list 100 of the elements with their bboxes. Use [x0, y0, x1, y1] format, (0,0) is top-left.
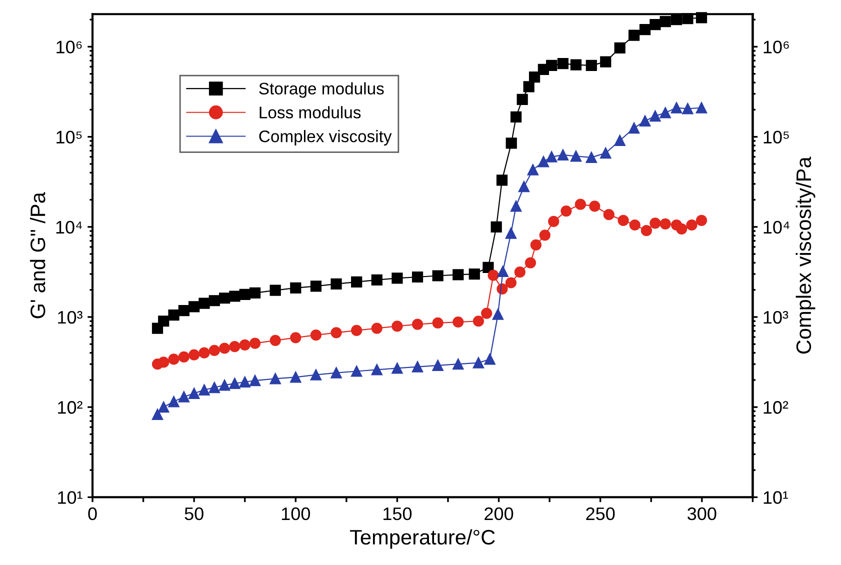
point: [523, 81, 534, 92]
point: [270, 373, 281, 384]
x-tick-label: 100: [282, 507, 310, 520]
point: [618, 214, 629, 226]
point: [548, 216, 560, 227]
point: [290, 282, 302, 294]
point: [546, 60, 558, 71]
x-tick-label: 50: [184, 507, 204, 520]
text: 10⁴: [764, 220, 790, 234]
point: [676, 223, 688, 234]
y-tick-label: 10⁴: [56, 220, 82, 234]
point: [574, 198, 586, 210]
point: [412, 361, 424, 372]
point: [218, 342, 230, 354]
point: [168, 396, 180, 408]
point: [497, 266, 508, 278]
point: [452, 269, 464, 280]
point: [270, 284, 281, 296]
point: [628, 122, 640, 134]
point: [239, 339, 250, 350]
point: [310, 369, 322, 380]
point: [560, 205, 572, 217]
point: [484, 354, 496, 365]
y-axis-title: G' and G" /Pa: [30, 192, 46, 318]
point: [586, 152, 597, 164]
point: [239, 288, 250, 300]
point: [452, 316, 464, 328]
point: [510, 200, 522, 212]
point: [696, 102, 708, 114]
point: [516, 94, 528, 105]
point: [600, 56, 612, 68]
point: [239, 376, 250, 388]
point: [686, 219, 698, 231]
legend-label: Loss modulus: [260, 106, 361, 118]
point: [628, 30, 640, 41]
point: [629, 219, 640, 231]
point: [670, 102, 682, 114]
point: [351, 276, 362, 288]
text: 10³: [764, 310, 788, 324]
text: 10⁵: [764, 130, 789, 144]
point: [518, 181, 530, 192]
point: [557, 58, 569, 70]
point: [432, 360, 444, 371]
point: [168, 310, 180, 321]
point: [482, 262, 494, 273]
point: [432, 270, 444, 282]
point: [229, 378, 240, 390]
point: [330, 367, 342, 378]
point: [640, 225, 652, 236]
point: [696, 12, 708, 24]
point: [527, 164, 538, 176]
x-tick-label: 250: [586, 507, 615, 520]
point: [496, 174, 508, 186]
point: [586, 60, 597, 71]
point: [249, 375, 261, 386]
point: [310, 280, 322, 292]
point: [506, 138, 517, 149]
point: [351, 324, 362, 336]
point: [570, 150, 582, 162]
point: [614, 42, 626, 54]
y-tick-label: 10⁵: [56, 130, 82, 144]
point: [412, 271, 424, 283]
point: [468, 268, 480, 280]
point: [432, 317, 444, 328]
point: [229, 290, 240, 302]
point: [188, 388, 200, 399]
point: [198, 384, 210, 396]
point: [589, 200, 600, 212]
point: [158, 316, 170, 327]
point: [530, 239, 542, 251]
point: [524, 257, 536, 268]
point: [481, 308, 492, 319]
point: [178, 304, 190, 316]
point: [539, 230, 550, 241]
point: [492, 308, 504, 320]
point: [670, 14, 682, 26]
x-tick-label: 150: [384, 507, 412, 520]
y-tick-label: 10¹: [58, 491, 82, 504]
point: [412, 318, 424, 330]
point: [650, 218, 661, 229]
point: [570, 59, 582, 70]
y-tick-label: 10⁶: [56, 40, 82, 54]
point: [528, 72, 540, 83]
y-tick-label: 10³: [58, 310, 82, 324]
point: [514, 266, 526, 278]
point: [639, 24, 651, 36]
point: [310, 330, 322, 341]
point: [696, 214, 708, 226]
text: 10¹: [764, 491, 788, 504]
point: [229, 340, 240, 352]
point: [330, 278, 342, 290]
point: [392, 320, 403, 332]
point: [614, 134, 626, 146]
point: [660, 16, 671, 28]
point: [392, 362, 403, 374]
point: [218, 292, 230, 304]
point: [488, 270, 499, 281]
point: [472, 316, 484, 327]
point: [371, 364, 382, 376]
point: [600, 148, 612, 159]
